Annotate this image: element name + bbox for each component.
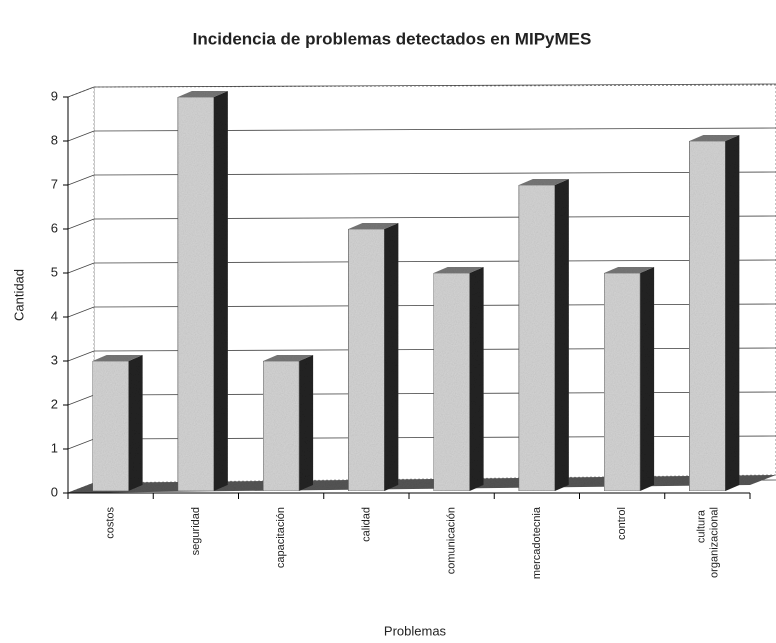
bar-top <box>92 355 143 361</box>
bar-side <box>725 135 740 491</box>
bar-top <box>604 267 655 273</box>
bar-side <box>469 267 484 491</box>
bar-side <box>384 223 399 491</box>
y-tick-label: 2 <box>51 396 58 411</box>
chart-title: Incidencia de problemas detectados en MI… <box>193 29 592 48</box>
bar-top <box>348 223 399 229</box>
x-tick-label: control <box>616 507 628 540</box>
bar-top <box>177 91 228 97</box>
bar-side <box>128 355 143 491</box>
bar-top <box>689 135 740 141</box>
y-tick-label: 8 <box>51 132 58 147</box>
bar <box>518 184 556 492</box>
grid-line <box>67 438 95 450</box>
bar-side <box>213 91 228 491</box>
x-tick-label: seguridad <box>190 507 202 555</box>
x-tick-label: cultura organizacional <box>695 507 720 578</box>
bar <box>262 360 300 492</box>
x-tick-label: comunicación <box>446 507 458 574</box>
y-axis-title: Cantidad <box>11 269 26 321</box>
grid-line <box>67 306 95 318</box>
bar-side <box>299 355 314 491</box>
bar-top <box>518 179 569 185</box>
grid-line <box>67 86 95 98</box>
bar-top <box>433 267 484 273</box>
bar <box>689 140 726 492</box>
bar <box>92 360 129 492</box>
x-tick-label: calidad <box>360 507 372 542</box>
y-tick-label: 0 <box>51 484 58 499</box>
bar-side <box>640 267 655 491</box>
grid-line <box>67 350 95 362</box>
bar <box>348 228 385 492</box>
y-tick-label: 5 <box>51 264 58 279</box>
y-tick-label: 3 <box>51 352 58 367</box>
x-tick-label: costos <box>105 507 117 539</box>
y-tick-label: 7 <box>51 176 58 191</box>
side-wall <box>67 86 95 494</box>
grid-line <box>93 83 776 88</box>
y-tick-label: 4 <box>51 308 58 323</box>
grid-line <box>67 262 95 274</box>
y-tick-label: 9 <box>51 88 58 103</box>
bar <box>433 272 470 492</box>
floor <box>68 475 776 493</box>
bar <box>603 272 641 492</box>
x-tick-label: capacitación <box>275 507 287 568</box>
grid-line <box>67 174 95 186</box>
grid-line <box>67 218 95 230</box>
grid-line <box>67 130 95 142</box>
x-axis-title: Problemas <box>384 623 447 638</box>
bar <box>177 96 215 492</box>
x-tick-label: mercadotecnia <box>531 506 543 579</box>
y-tick-label: 6 <box>51 220 58 235</box>
grid-line <box>67 394 95 406</box>
bar-top <box>263 355 314 361</box>
bar-side <box>554 179 569 491</box>
y-tick-label: 1 <box>51 440 58 455</box>
